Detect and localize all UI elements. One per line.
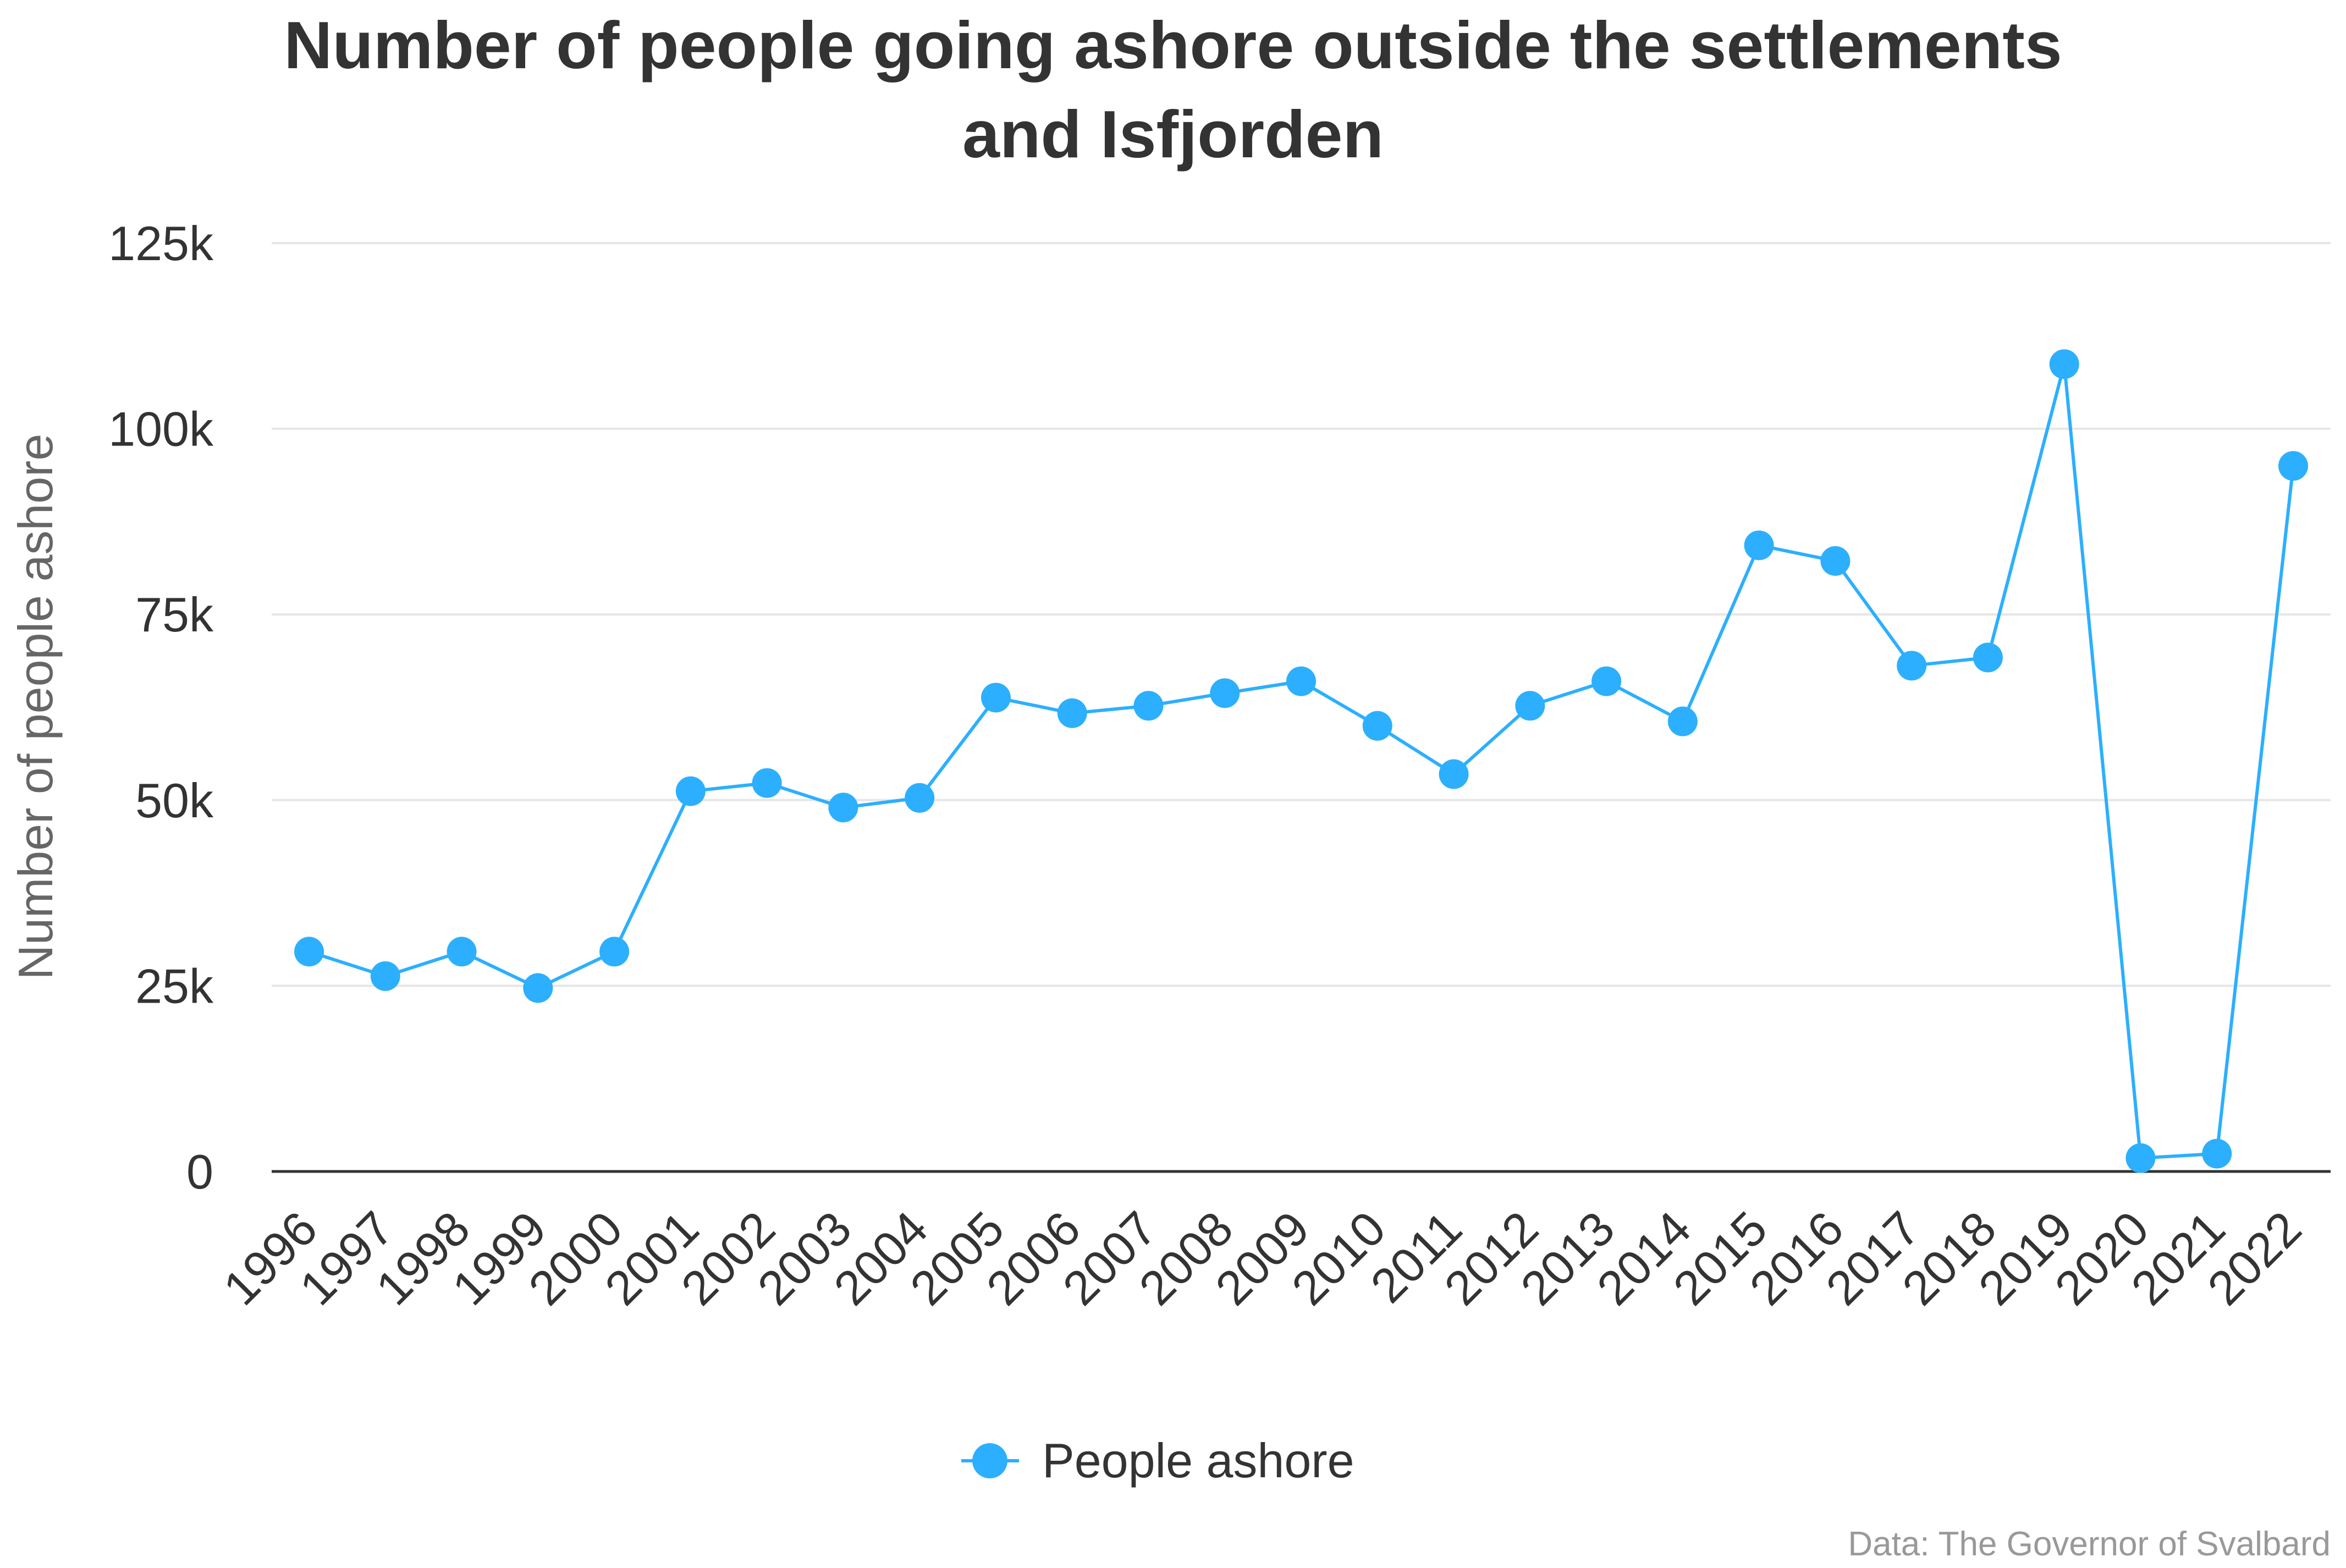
data-point[interactable] <box>1667 706 1698 736</box>
data-point[interactable] <box>1286 666 1316 696</box>
y-tick-label: 50k <box>135 773 214 828</box>
y-tick-label: 125k <box>108 216 214 271</box>
x-axis-tick-labels: 1996199719981999200020012002200320042005… <box>213 1201 2311 1315</box>
legend-circle-icon <box>972 1443 1007 1478</box>
data-point[interactable] <box>1591 666 1622 696</box>
data-point[interactable] <box>1210 678 1240 708</box>
legend[interactable]: People ashore <box>961 1433 1354 1488</box>
chart-title-line-1: Number of people going ashore outside th… <box>284 8 2062 82</box>
data-point[interactable] <box>2202 1138 2232 1169</box>
y-tick-label: 100k <box>108 402 214 456</box>
data-point[interactable] <box>370 961 400 991</box>
credits-text[interactable]: Data: The Governor of Svalbard <box>1848 1525 2331 1563</box>
data-point[interactable] <box>599 937 630 967</box>
series-line-people-ashore <box>309 362 2295 1160</box>
data-point[interactable] <box>1057 698 1087 728</box>
y-axis-title: Number of people ashore <box>8 433 63 980</box>
data-point[interactable] <box>752 768 782 798</box>
data-point[interactable] <box>2049 349 2079 379</box>
series-markers <box>294 349 2308 1173</box>
data-point[interactable] <box>1973 642 2003 673</box>
data-point[interactable] <box>294 937 324 967</box>
chart-title-line-2: and Isfjorden <box>962 97 1384 172</box>
data-point[interactable] <box>1820 546 1851 576</box>
data-point[interactable] <box>675 776 706 806</box>
y-gridlines <box>272 242 2331 987</box>
data-point[interactable] <box>1439 759 1469 789</box>
legend-label: People ashore <box>1042 1433 1354 1488</box>
data-point[interactable] <box>2278 451 2308 481</box>
data-point[interactable] <box>1133 691 1164 721</box>
data-point[interactable] <box>828 793 858 823</box>
data-point[interactable] <box>905 783 935 813</box>
data-point[interactable] <box>1744 530 1774 560</box>
data-point[interactable] <box>1362 711 1392 741</box>
y-axis-tick-labels: 0 25k 50k 75k 100k 125k <box>108 216 214 1199</box>
data-point[interactable] <box>447 937 477 967</box>
chart-title: Number of people going ashore outside th… <box>284 8 2062 172</box>
data-point[interactable] <box>523 973 553 1003</box>
y-tick-label: 75k <box>135 587 214 642</box>
data-point[interactable] <box>2125 1143 2156 1173</box>
y-tick-label: 0 <box>186 1145 213 1199</box>
data-point[interactable] <box>1515 691 1545 721</box>
data-point[interactable] <box>981 683 1011 713</box>
y-tick-label: 25k <box>135 959 214 1013</box>
data-point[interactable] <box>1897 651 1927 681</box>
